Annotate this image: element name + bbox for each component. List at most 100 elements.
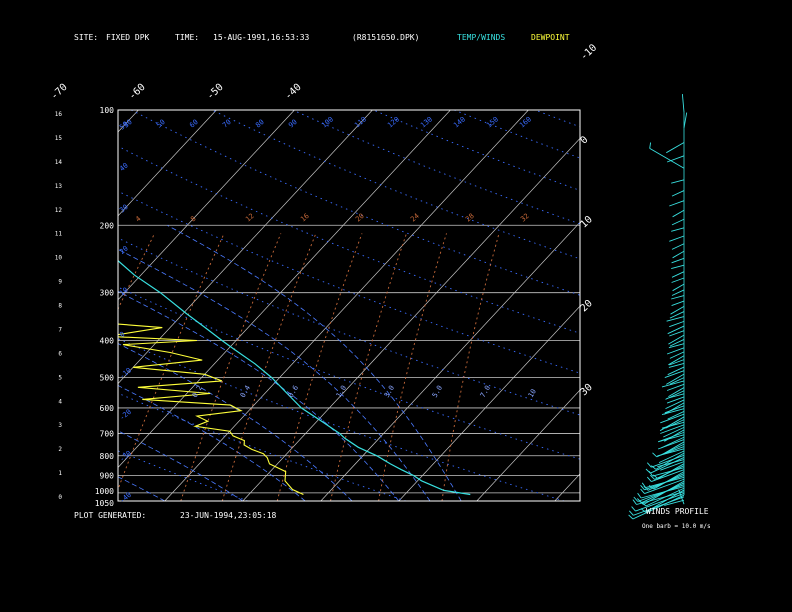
height-tick-label: 13: [55, 183, 63, 190]
isotherm-top-label: -70: [49, 82, 70, 102]
wind-barb: [666, 347, 685, 355]
wind-barb: [666, 396, 685, 404]
mixing-ratio-label: 0.2: [191, 384, 204, 399]
dry-adiabat: [118, 338, 565, 501]
wind-barb: [657, 463, 685, 480]
wind-barb: [644, 478, 685, 495]
wind-barb: [665, 399, 685, 410]
site-label: SITE:: [74, 33, 99, 42]
pressure-tick-label: 900: [100, 471, 115, 480]
sounding-layer: [118, 259, 471, 496]
pressure-tick-label: 800: [100, 452, 115, 461]
moist-adiabat: [167, 224, 462, 501]
mixing-ratio-line: [441, 233, 500, 501]
plot-frame: [117, 109, 581, 502]
mixing-ratio-label: 7.0: [479, 384, 492, 399]
theta-label: 90: [287, 118, 299, 130]
pressure-tick-label: 500: [100, 374, 115, 383]
wind-barb-feather: [641, 482, 647, 488]
height-tick-label: 6: [58, 350, 62, 357]
mixing-ratio-label: 16: [299, 212, 311, 224]
wind-barb-feather: [628, 510, 634, 516]
plot-generated-value: 23-JUN-1994,23:05:18: [180, 511, 277, 520]
wind-barb: [666, 316, 685, 322]
left-scale-label: 30: [118, 203, 130, 215]
wind-barb-feather: [632, 499, 637, 505]
wind-barb: [641, 482, 685, 504]
left-scale-label: -30: [118, 449, 133, 463]
left-scale-label: 0: [118, 330, 126, 339]
height-tick-label: 10: [55, 255, 63, 262]
wind-barb: [664, 499, 685, 506]
wind-barb: [669, 235, 685, 242]
wind-barb: [669, 359, 685, 366]
dry-adiabat: [777, 110, 792, 501]
wind-barb-feather: [640, 485, 645, 491]
wind-barb: [645, 487, 685, 507]
height-tick-label: 14: [55, 159, 63, 166]
wind-barb: [651, 454, 685, 468]
wind-barb-feather: [651, 465, 657, 470]
dry-adiabat: [0, 110, 90, 501]
wind-barb: [660, 413, 685, 424]
wind-barb-feather: [653, 474, 659, 480]
wind-barb: [666, 383, 685, 391]
legend-dewpoint: DEWPOINT: [531, 33, 570, 42]
wind-barb: [669, 311, 685, 319]
height-tick-label: 4: [58, 398, 62, 405]
mixing-ratio-line: [180, 233, 282, 501]
mixing-ratio-line: [118, 233, 225, 491]
wind-barb-feather: [646, 476, 652, 482]
wind-barb: [652, 467, 685, 477]
pressure-tick-label: 1000: [95, 487, 114, 496]
wind-barb: [660, 424, 685, 434]
wind-barb-feather: [649, 142, 652, 149]
isotherm-right-label: -10: [579, 42, 600, 62]
wind-barb: [671, 277, 685, 283]
wind-barb: [661, 380, 685, 388]
mixing-ratio-label: 0.4: [239, 384, 252, 399]
theta-label: 140: [452, 115, 467, 129]
label-layer: 1002003004005006007008009001000105016151…: [49, 42, 600, 508]
wind-barb: [658, 450, 685, 464]
wind-barb: [671, 295, 685, 300]
pressure-tick-label: 700: [100, 430, 115, 439]
height-tick-label: 12: [55, 207, 63, 214]
isotherm: [118, 110, 373, 385]
wind-barb-feather: [652, 452, 658, 458]
wind-barb: [651, 469, 685, 483]
wind-barb: [665, 390, 685, 400]
wind-barb: [650, 457, 685, 474]
wind-barb: [659, 416, 685, 432]
wind-barb: [666, 142, 685, 154]
isotherm: [118, 110, 295, 301]
wind-barb: [671, 243, 685, 250]
wind-barb: [663, 426, 685, 438]
theta-label: 50: [155, 118, 167, 130]
wind-barb: [668, 362, 685, 368]
theta-label: 160: [518, 115, 533, 129]
pressure-tick-label: 100: [100, 106, 115, 115]
theta-label: 130: [419, 115, 434, 129]
mixing-ratio-line: [330, 233, 407, 501]
height-tick-label: 7: [58, 326, 62, 333]
height-tick-label: 11: [55, 231, 63, 238]
isotherm-top-label: -50: [205, 82, 226, 102]
wind-barb: [661, 436, 685, 449]
wind-barb: [668, 343, 685, 349]
theta-label: 150: [485, 115, 500, 129]
dry-adiabat: [534, 110, 580, 128]
dry-adiabat: [118, 450, 248, 501]
mixing-ratio-label: 0.6: [287, 384, 300, 399]
dry-adiabat: [211, 110, 580, 260]
mixing-ratio-label: 5.0: [431, 384, 444, 399]
wind-barb-feather: [631, 506, 636, 512]
wind-barb-feather: [637, 492, 642, 499]
isotherm-right-label: 0: [579, 134, 591, 146]
file-name: (R8151650.DPK): [352, 33, 420, 42]
left-scale-label: 20: [118, 244, 130, 256]
wind-barb-feather: [649, 474, 655, 480]
temperature-profile: [118, 259, 471, 496]
wind-barb-feather: [638, 500, 644, 505]
